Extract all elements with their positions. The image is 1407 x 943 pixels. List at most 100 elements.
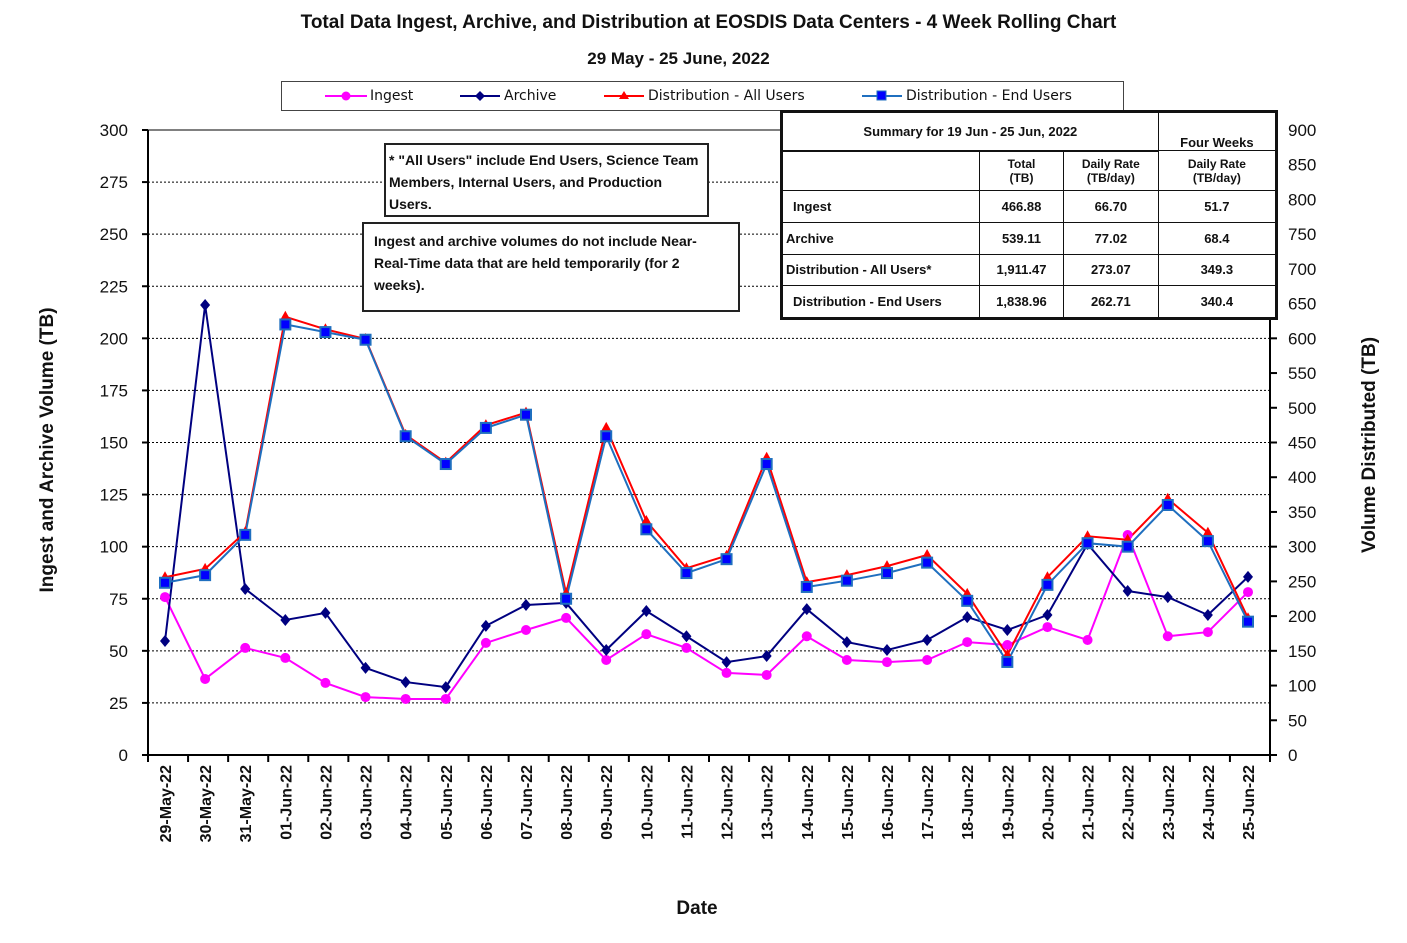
row-four-week: 51.7 (1157, 190, 1277, 223)
x-tick-label: 17-Jun-22 (920, 765, 937, 840)
row-label: Distribution - End Users (782, 285, 980, 318)
x-tick-label: 24-Jun-22 (1201, 765, 1218, 840)
row-daily: 77.02 (1062, 221, 1159, 255)
x-tick-label: 04-Jun-22 (399, 765, 416, 840)
data-point-archive (240, 582, 251, 595)
data-point-archive (521, 599, 531, 611)
x-tick-label: 23-Jun-22 (1161, 765, 1178, 840)
y-left-tick-label: 275 (100, 173, 128, 192)
data-point-distribution-end (961, 594, 974, 607)
x-tick-label: 19-Jun-22 (1000, 765, 1017, 840)
row-total: 1,838.96 (979, 285, 1064, 318)
header-four-week-rate: Daily Rate (TB/day) (1157, 150, 1277, 191)
data-point-ingest (320, 677, 331, 688)
y-left-tick-label: 50 (109, 642, 128, 661)
row-total: 1,911.47 (979, 253, 1064, 287)
data-point-archive (200, 299, 211, 311)
data-point-distribution-end (600, 430, 613, 443)
legend: Ingest Archive Distribution - All Users … (281, 81, 1124, 111)
data-point-distribution-end (1081, 537, 1094, 550)
summary-table: Summary for 19 Jun - 25 Jun, 2022 Four W… (780, 110, 1278, 320)
data-point-distribution-end (800, 580, 813, 593)
data-point-distribution-end (1161, 499, 1174, 511)
y-right-tick-label: 250 (1288, 572, 1316, 591)
data-point-ingest (280, 652, 291, 663)
y-right-tick-label: 0 (1288, 746, 1297, 765)
data-point-distribution-end (479, 421, 492, 434)
header-daily-rate: Daily Rate (TB/day) (1062, 150, 1159, 191)
data-point-distribution-end (359, 333, 372, 346)
y-right-tick-label: 150 (1288, 642, 1316, 661)
data-point-distribution-end (1121, 540, 1134, 553)
y-right-tick-label: 700 (1288, 260, 1316, 279)
data-point-ingest (1202, 627, 1213, 638)
data-point-ingest (480, 637, 491, 648)
y-right-tick-label: 800 (1288, 190, 1316, 209)
data-point-archive (721, 656, 732, 669)
row-label: Distribution - All Users* (782, 253, 980, 287)
data-point-ingest (761, 670, 772, 680)
data-point-ingest (882, 657, 892, 668)
data-point-ingest (160, 592, 170, 603)
data-point-distribution-end (199, 569, 212, 582)
data-point-ingest (440, 693, 451, 704)
data-point-ingest (521, 625, 531, 635)
summary-row-distribution-all: Distribution - All Users* 1,911.47 273.0… (782, 253, 1277, 287)
data-point-archive (962, 611, 973, 624)
legend-distribution-all: Distribution - All Users (648, 88, 805, 104)
legend-archive: Archive (504, 88, 557, 104)
data-point-archive (1002, 624, 1013, 636)
summary-four-weeks: Four Weeks (1157, 112, 1277, 151)
summary-title: Summary for 19 Jun - 25 Jun, 2022 (782, 112, 1159, 152)
x-tick-label: 30-May-22 (198, 765, 215, 842)
data-point-distribution-end (239, 528, 252, 541)
data-point-distribution-all (882, 560, 892, 570)
y-right-tick-label: 200 (1288, 607, 1316, 626)
chart-title: Total Data Ingest, Archive, and Distribu… (300, 12, 1117, 33)
y-left-tick-label: 150 (100, 434, 128, 453)
data-point-ingest (561, 612, 572, 623)
row-daily: 262.71 (1062, 285, 1159, 318)
data-point-distribution-all (601, 421, 612, 431)
x-tick-label: 03-Jun-22 (359, 765, 376, 840)
series-line-archive (164, 304, 1249, 689)
x-tick-label: 05-Jun-22 (439, 765, 456, 840)
x-tick-label: 13-Jun-22 (760, 765, 777, 840)
data-point-distribution-all (1082, 530, 1093, 540)
data-point-ingest (962, 637, 973, 648)
y-right-tick-label: 550 (1288, 364, 1316, 383)
summary-row-ingest: Ingest 466.88 66.70 51.7 (782, 190, 1277, 223)
data-point-distribution-end (720, 553, 733, 566)
data-point-archive (1042, 609, 1053, 621)
y-left-tick-label: 25 (109, 694, 128, 713)
data-point-ingest (1162, 631, 1173, 642)
x-axis-label: Date (676, 898, 717, 919)
data-point-distribution-all (922, 549, 933, 558)
all-users-note: * "All Users" include End Users, Science… (384, 143, 709, 217)
data-point-ingest (641, 629, 652, 640)
data-point-archive (641, 605, 652, 618)
data-point-archive (801, 603, 812, 616)
data-point-ingest (922, 655, 933, 665)
legend-dist-all-marker (619, 91, 629, 99)
header-total: Total (TB) (979, 150, 1064, 191)
data-point-ingest (801, 631, 812, 642)
x-tick-label: 29-May-22 (158, 765, 175, 842)
data-point-distribution-end (921, 556, 934, 569)
data-point-distribution-end (1001, 655, 1014, 668)
data-point-archive (922, 634, 933, 646)
y-left-tick-label: 175 (100, 381, 128, 400)
data-point-distribution-end (881, 567, 893, 580)
x-tick-label: 18-Jun-22 (960, 765, 977, 840)
legend-ingest-marker (341, 91, 351, 101)
x-tick-label: 08-Jun-22 (559, 765, 576, 840)
y-right-tick-label: 100 (1288, 677, 1316, 696)
x-tick-label: 20-Jun-22 (1040, 765, 1057, 840)
data-point-distribution-all (280, 310, 291, 320)
row-four-week: 68.4 (1157, 221, 1277, 255)
y-left-tick-label: 250 (100, 225, 128, 244)
series-line-distribution-all-users (164, 315, 1249, 657)
x-tick-label: 06-Jun-22 (479, 765, 496, 840)
x-tick-label: 22-Jun-22 (1121, 765, 1138, 840)
y-right-tick-label: 850 (1288, 156, 1316, 175)
